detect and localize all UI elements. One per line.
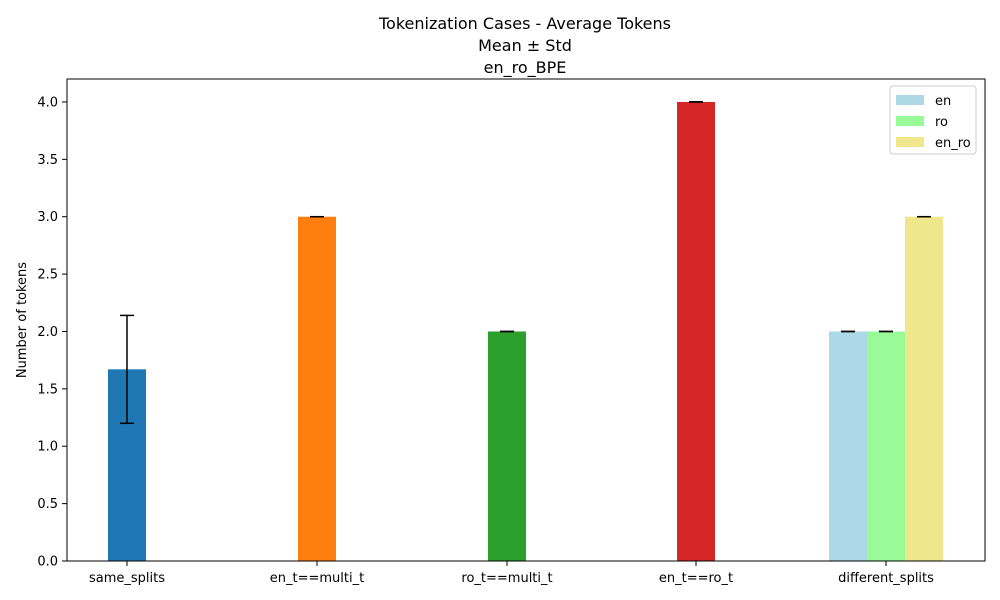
bar-different_splits-en_ro <box>905 216 943 561</box>
bar-en_t==ro_t <box>677 101 715 561</box>
y-tick-label: 2.5 <box>37 268 58 283</box>
y-tick-label: 1.0 <box>37 440 58 455</box>
bar-different_splits-ro <box>867 331 905 561</box>
chart-title-line-2: Mean ± Std <box>478 36 572 55</box>
y-axis-label: Number of tokens <box>15 262 30 378</box>
y-tick-label: 3.5 <box>37 153 58 168</box>
legend: en ro en_ro <box>889 85 977 155</box>
y-tick-label: 2.0 <box>37 325 58 340</box>
x-tick-label: different_splits <box>838 571 934 586</box>
bar-ro_t==multi_t <box>488 331 526 561</box>
y-tick-label: 3.0 <box>37 210 58 225</box>
x-tick-label: en_t==multi_t <box>270 571 364 586</box>
chart-title-line-1: Tokenization Cases - Average Tokens <box>378 14 671 33</box>
legend-label-en_ro: en_ro <box>935 136 971 151</box>
legend-swatch-en_ro <box>896 137 924 147</box>
bar-en_t==multi_t <box>298 216 336 561</box>
y-tick-label: 4.0 <box>37 95 58 110</box>
plot-frame <box>66 78 986 562</box>
legend-swatch-en <box>896 95 924 105</box>
legend-swatch-ro <box>896 116 924 126</box>
chart-title-line-3: en_ro_BPE <box>484 58 567 78</box>
y-tick-label: 1.5 <box>37 382 58 397</box>
x-tick-label: same_splits <box>89 571 165 586</box>
y-tick-label: 0.0 <box>37 555 58 570</box>
bar-different_splits-en <box>829 331 867 561</box>
error-bar-same_splits <box>120 314 134 425</box>
x-tick-label: ro_t==multi_t <box>461 571 552 586</box>
plot-area: 0.0 0.5 1.0 1.5 2.0 2.5 3.0 3.5 4.0 same_splits en… <box>37 78 986 586</box>
y-tick-label: 0.5 <box>37 497 58 512</box>
legend-label-en: en <box>935 94 951 109</box>
chart-title: Tokenization Cases - Average Tokens Mean… <box>378 14 671 78</box>
x-tick-label: en_t==ro_t <box>659 571 733 586</box>
legend-label-ro: ro <box>935 115 948 130</box>
